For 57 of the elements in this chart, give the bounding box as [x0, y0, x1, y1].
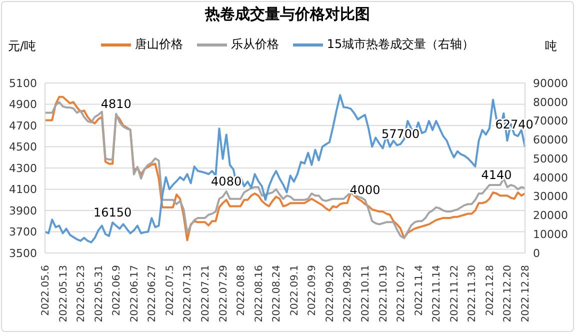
x-tick-label: 2022.08.8 — [236, 265, 248, 316]
x-tick-label: 2022.07.29 — [218, 265, 230, 322]
x-tick-label: 2022.09.1 — [289, 265, 300, 316]
x-tick-label: 2022.08.24 — [272, 265, 283, 322]
x-tick-label: 2022.05.6 — [40, 265, 52, 316]
y2-tick-label: 20000 — [533, 209, 568, 222]
x-tick-label: 2022.12.8 — [484, 265, 496, 316]
y2-tick-label: 10000 — [533, 228, 568, 242]
y2-tick-label: 30000 — [533, 190, 568, 204]
data-label: 4810 — [100, 96, 132, 111]
x-tick-label: 2022.09.20 — [324, 265, 336, 322]
legend-label: 唐山价格 — [134, 36, 183, 53]
y2-tick-label: 80000 — [533, 96, 568, 109]
x-tick-label: 2022.12.20 — [502, 265, 514, 322]
y-tick-label: 4300 — [9, 162, 37, 175]
y2-tick-label: 40000 — [533, 171, 568, 184]
x-tick-label: 2022.07.21 — [200, 265, 212, 322]
y-tick-label: 3500 — [9, 246, 37, 260]
x-tick-label: 2022.12.28 — [520, 265, 532, 322]
x-tick-label: 2022.06.27 — [147, 265, 158, 322]
x-tick-label: 2022.09.9 — [307, 265, 318, 316]
x-tick-label: 2022.09.28 — [342, 265, 354, 322]
x-tick-label: 2022.07.5 — [164, 265, 176, 316]
x-tick-label: 2022.05.31 — [94, 265, 105, 322]
x-tick-label: 2022.08.16 — [254, 265, 265, 322]
x-tick-label: 2022.11.30 — [467, 265, 478, 322]
x-tick-label: 2022.05.23 — [76, 265, 88, 322]
data-label: 4140 — [481, 168, 512, 182]
data-label: 4000 — [350, 182, 380, 197]
chart-title: 热卷成交量与价格对比图 — [204, 5, 371, 24]
x-tick-label: 2022.06.9 — [112, 265, 123, 316]
y-axis-title: 元/吨 — [8, 38, 36, 55]
x-tick-label: 2022.05.13 — [58, 265, 70, 322]
x-tick-label: 2022.11.14 — [432, 265, 443, 322]
y2-tick-label: 90000 — [533, 76, 568, 90]
x-tick-label: 2022.11.4 — [414, 265, 425, 316]
x-tick-label: 2022.10.19 — [378, 265, 390, 322]
y2-tick-label: 0 — [533, 246, 540, 260]
y-tick-label: 3700 — [9, 226, 37, 239]
y2-tick-label: 70000 — [533, 114, 568, 128]
x-tick-label: 2022.10.11 — [360, 265, 372, 322]
y-tick-label: 4500 — [9, 140, 37, 154]
x-tick-label: 2022.06.17 — [129, 265, 140, 322]
legend-label: 乐从价格 — [230, 36, 279, 53]
y-tick-label: 4900 — [9, 98, 37, 112]
y-tick-label: 5100 — [9, 76, 37, 90]
y2-tick-label: 50000 — [533, 152, 568, 166]
y-tick-label: 3900 — [9, 204, 37, 218]
y2-tick-label: 60000 — [533, 134, 568, 147]
legend-label: 15城市热卷成交量（右轴） — [326, 36, 474, 53]
x-tick-label: 2022.07.13 — [182, 265, 194, 322]
x-tick-label: 2022.10.27 — [396, 265, 408, 322]
x-tick-label: 2022.11.22 — [449, 265, 460, 322]
y-tick-label: 4100 — [9, 183, 37, 196]
y-tick-label: 4700 — [9, 119, 37, 132]
data-label: 16150 — [93, 205, 132, 220]
y2-axis-title: 吨 — [545, 38, 557, 55]
